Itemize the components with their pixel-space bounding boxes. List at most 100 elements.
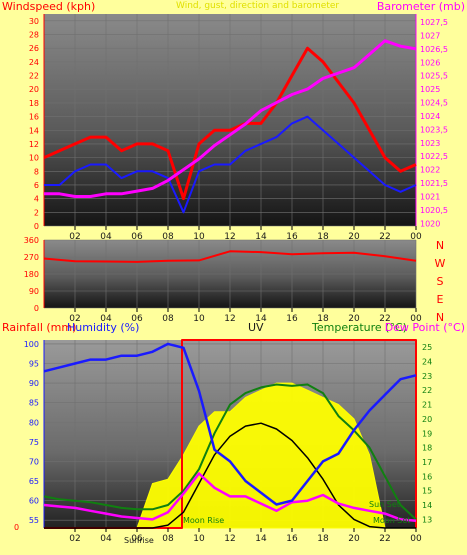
- temperature-tick-label: 23: [422, 372, 432, 381]
- sunset-label: Sun Set: [369, 500, 400, 509]
- wind-grid: [43, 14, 417, 227]
- humidity-tick-label: 95: [29, 360, 39, 369]
- x-tick-label: 02: [69, 534, 80, 544]
- barometer-line: [44, 39, 417, 198]
- x-tick-label: 18: [317, 314, 329, 324]
- temp-ticks: 5560657075808590951000131415161718192021…: [14, 340, 432, 544]
- barometer-tick-label: 1024,5: [420, 99, 448, 108]
- x-tick-label: 00: [410, 314, 422, 324]
- uv-axis-title: UV: [248, 321, 264, 334]
- sunrise-label: Sunrise: [124, 536, 154, 545]
- barometer-tick-label: 1021: [420, 192, 440, 201]
- x-tick-label: 22: [379, 232, 390, 242]
- x-tick-label: 04: [100, 232, 112, 242]
- x-tick-label: 06: [131, 314, 143, 324]
- humidity-tick-label: 55: [29, 516, 39, 525]
- humidity-tick-label: 60: [29, 497, 39, 506]
- barometer-tick-label: 1020: [420, 219, 440, 228]
- humidity-tick-label: 90: [29, 379, 39, 388]
- barometer-tick-label: 1023,5: [420, 125, 448, 134]
- x-tick-label: 14: [255, 232, 267, 242]
- x-tick-label: 20: [348, 314, 360, 324]
- barometer-tick-label: 1022: [420, 166, 440, 175]
- windspeed-tick-label: 14: [29, 126, 39, 135]
- temperature-tick-label: 18: [422, 444, 432, 453]
- windspeed-tick-label: 0: [34, 222, 39, 231]
- windspeed-tick-label: 26: [29, 44, 39, 53]
- x-tick-label: 04: [100, 534, 112, 544]
- windspeed-tick-label: 28: [29, 31, 39, 40]
- x-tick-label: 16: [286, 534, 298, 544]
- x-tick-label: 04: [100, 314, 112, 324]
- x-tick-label: 14: [255, 314, 267, 324]
- barometer-tick-label: 1023: [420, 139, 440, 148]
- compass-label: N: [436, 239, 444, 252]
- x-tick-label: 22: [379, 534, 390, 544]
- moonset-label: Moon Set: [373, 516, 410, 525]
- windspeed-tick-label: 16: [29, 113, 39, 122]
- x-tick-label: 08: [162, 534, 174, 544]
- humidity-tick-label: 75: [29, 438, 39, 447]
- compass-label: E: [437, 293, 444, 306]
- moonrise-label: Moon Rise: [183, 516, 224, 525]
- temperature-tick-label: 22: [422, 386, 432, 395]
- x-tick-label: 12: [224, 314, 235, 324]
- sun-moon-annotations: Sunrise Sun Set Moon Rise Moon Set: [124, 500, 410, 545]
- barometer-tick-label: 1027,5: [420, 18, 448, 27]
- direction-tick-label: 180: [24, 270, 39, 279]
- temperature-tick-label: 25: [422, 343, 432, 352]
- wind-caption: Wind, gust, direction and barometer: [176, 1, 339, 11]
- windspeed-tick-label: 20: [29, 85, 39, 94]
- x-tick-label: 10: [193, 534, 205, 544]
- x-tick-label: 10: [193, 232, 205, 242]
- x-tick-label: 18: [317, 232, 329, 242]
- wind-barometer-panel: 02468101214161820222426283010201020,5102…: [2, 0, 465, 242]
- x-tick-label: 00: [410, 534, 422, 544]
- dew-point-line: [43, 472, 417, 523]
- windspeed-tick-label: 24: [29, 58, 39, 67]
- direction-tick-label: 90: [29, 287, 39, 296]
- humidity-tick-label: 100: [24, 340, 39, 349]
- x-tick-label: 08: [162, 232, 174, 242]
- wind-gust-line: [43, 46, 417, 201]
- wind-speed-line: [44, 115, 417, 214]
- humidity-tick-label: 70: [29, 457, 39, 466]
- barometer-tick-label: 1025: [420, 85, 440, 94]
- windspeed-tick-label: 8: [34, 167, 39, 176]
- humidity-tick-label: 65: [29, 477, 39, 486]
- wind-ticks: 02468101214161820222426283010201020,5102…: [29, 17, 448, 242]
- temperature-tick-label: 24: [422, 358, 432, 367]
- compass-label: W: [435, 257, 446, 270]
- humidity-tick-label: 80: [29, 418, 39, 427]
- compass-label: S: [437, 275, 444, 288]
- wind-series: [43, 39, 417, 214]
- x-tick-label: 10: [193, 314, 205, 324]
- compass-label: N: [436, 311, 444, 324]
- rainfall-axis-title: Rainfall (mm): [2, 321, 76, 334]
- rainfall-zero-label: 0: [14, 523, 19, 532]
- barometer-tick-label: 1020,5: [420, 206, 448, 215]
- temperature-tick-label: 14: [422, 501, 432, 510]
- barometer-tick-label: 1024: [420, 112, 440, 121]
- x-tick-label: 22: [379, 314, 390, 324]
- humidity-tick-label: 85: [29, 399, 39, 408]
- x-tick-label: 06: [131, 232, 143, 242]
- windspeed-tick-label: 12: [29, 140, 39, 149]
- barometer-tick-label: 1022,5: [420, 152, 448, 161]
- direction-series: [43, 250, 417, 263]
- temperature-tick-label: 21: [422, 401, 432, 410]
- windspeed-tick-label: 4: [34, 195, 39, 204]
- windspeed-tick-label: 22: [29, 72, 39, 81]
- barometer-tick-label: 1026: [420, 58, 440, 67]
- direction-tick-label: 270: [24, 253, 39, 262]
- barometer-tick-label: 1027: [420, 31, 440, 40]
- direction-tick-label: 0: [34, 304, 39, 313]
- x-tick-label: 20: [348, 232, 360, 242]
- x-tick-label: 16: [286, 314, 298, 324]
- x-tick-label: 02: [69, 232, 80, 242]
- x-tick-label: 08: [162, 314, 174, 324]
- x-tick-label: 18: [317, 534, 329, 544]
